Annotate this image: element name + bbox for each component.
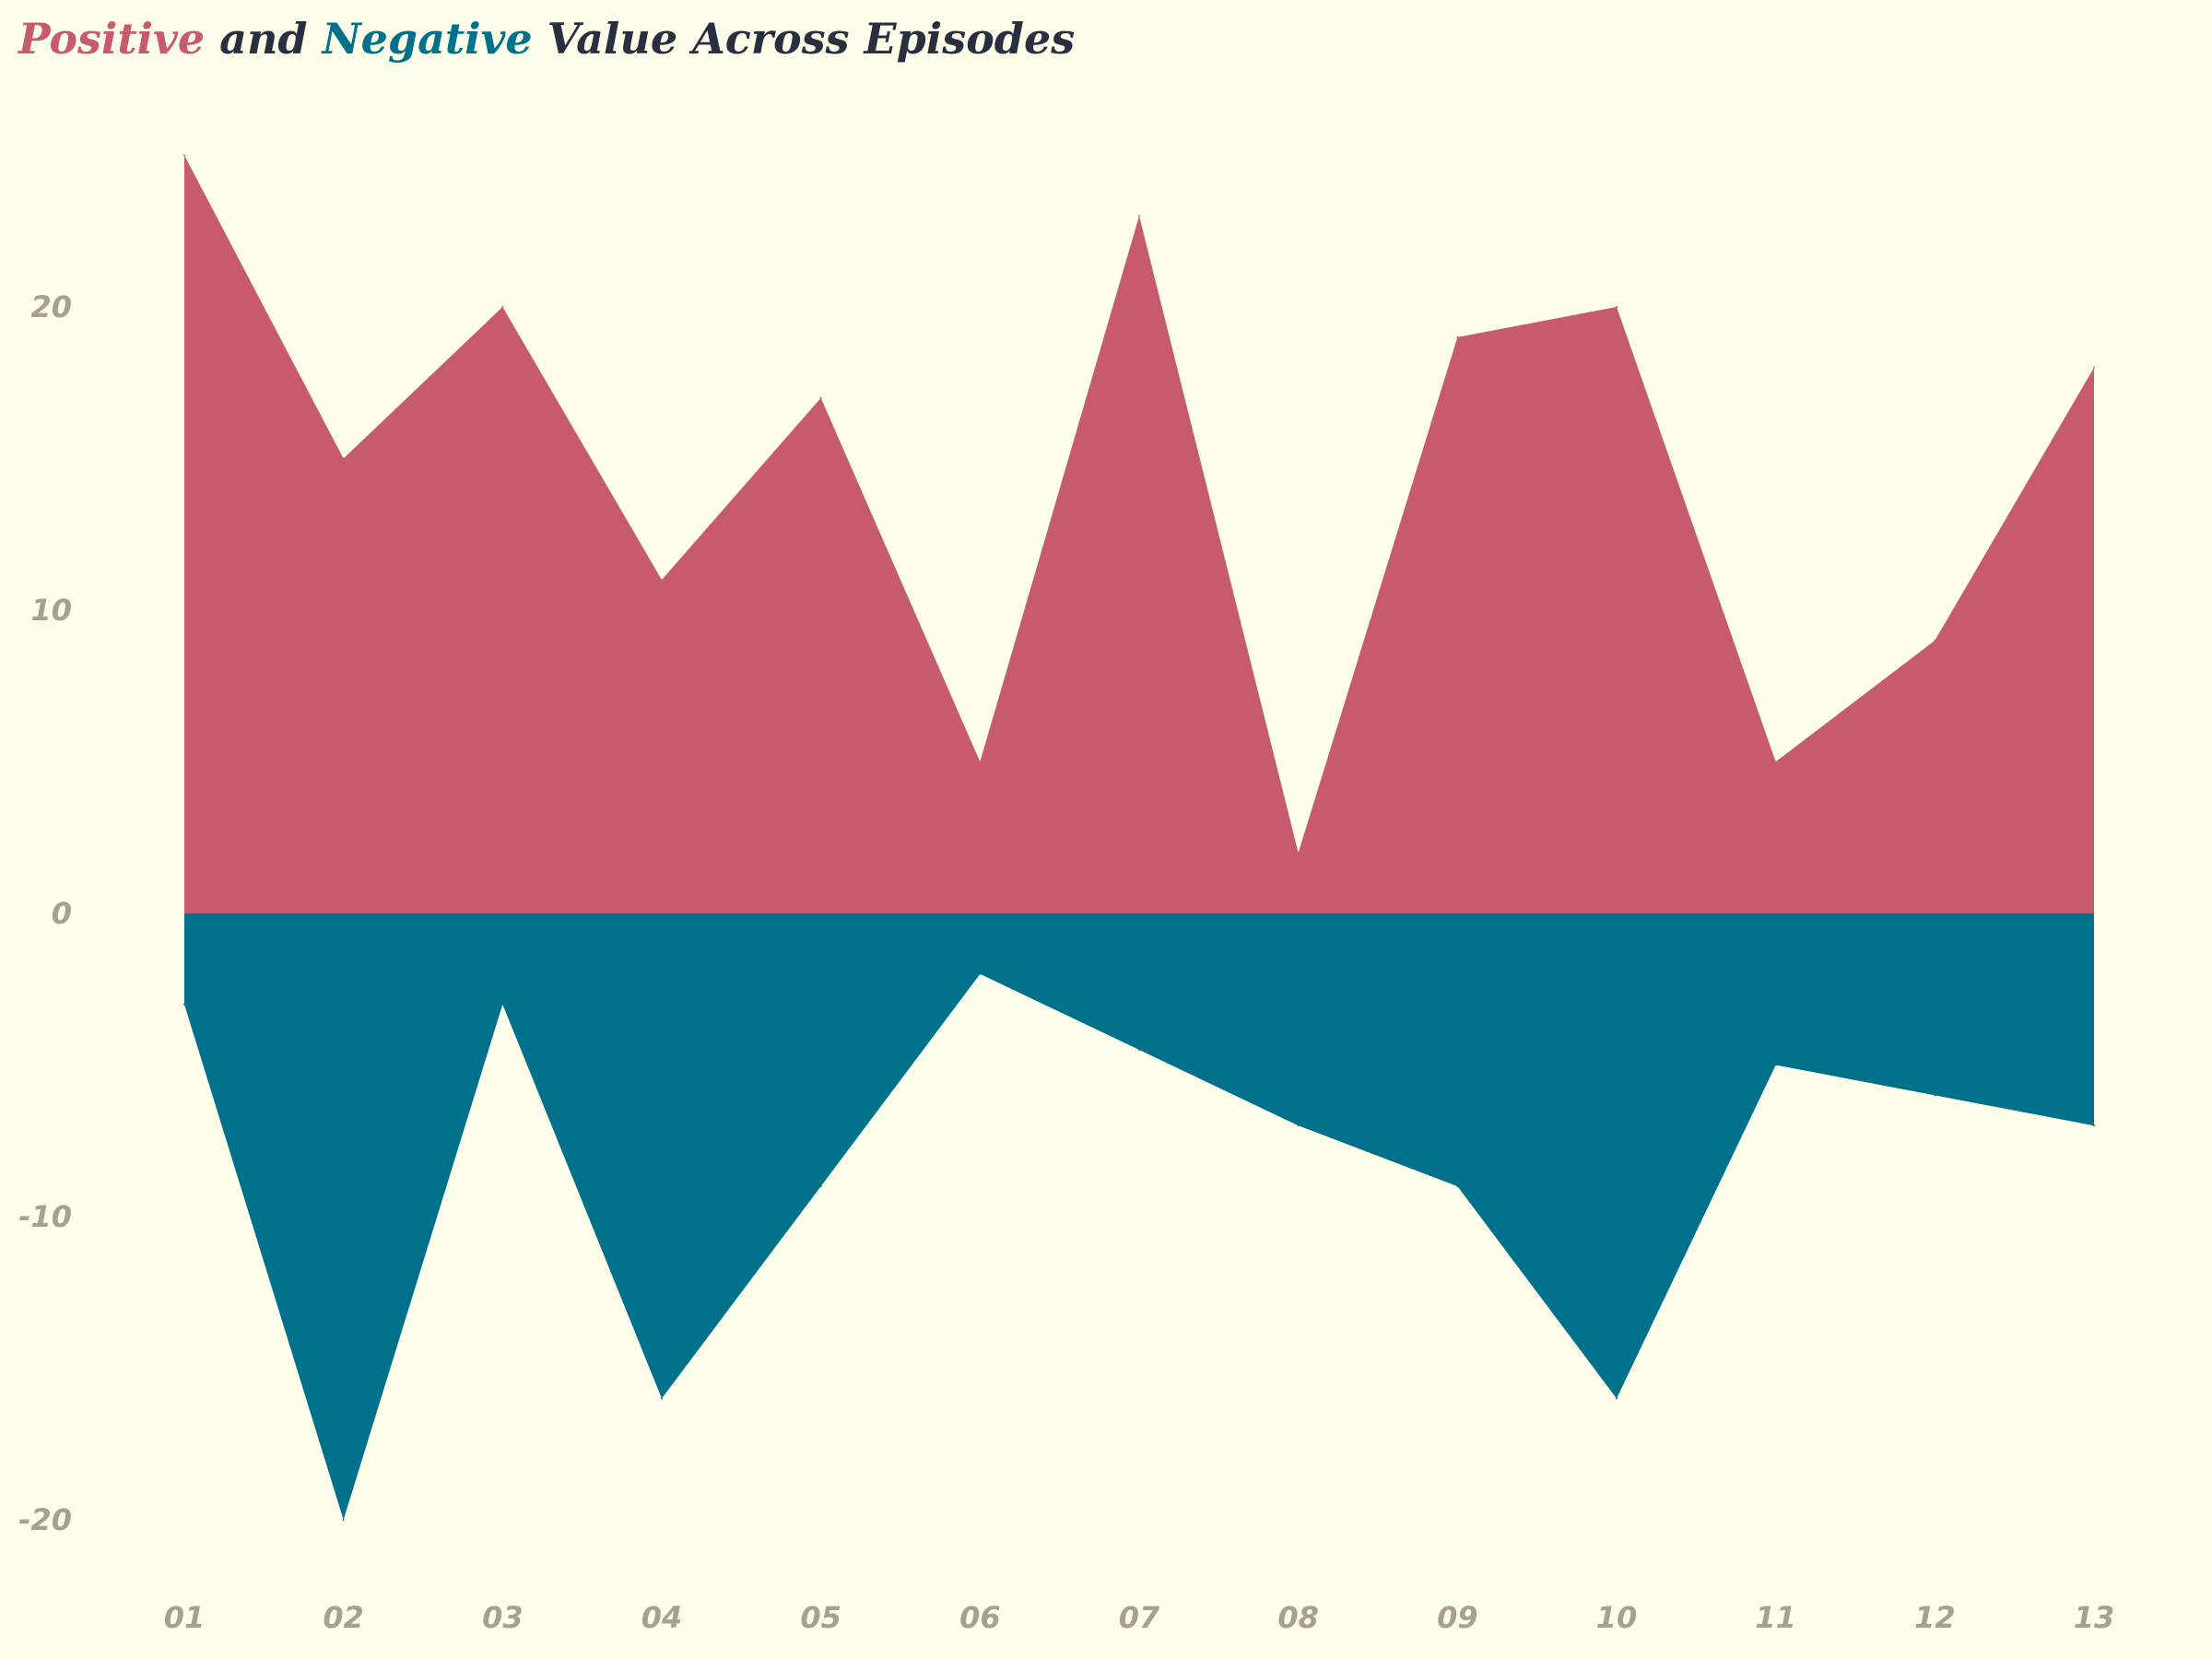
positive-point-01	[183, 154, 185, 157]
positive-point-04	[661, 579, 663, 582]
negative-point-08	[1297, 1124, 1300, 1127]
x-tick-label: 03	[482, 1600, 524, 1635]
negative-point-07	[1138, 1049, 1140, 1052]
positive-point-13	[2093, 366, 2095, 369]
chart-title-part-1: Positive	[17, 14, 205, 64]
positive-point-12	[1934, 639, 1936, 641]
positive-point-03	[501, 306, 504, 308]
chart-title: Positive and Negative Value Across Episo…	[17, 14, 1075, 64]
negative-area	[184, 913, 2094, 1520]
negative-point-11	[1774, 1064, 1777, 1066]
plot-areas	[183, 154, 2095, 1521]
positive-point-08	[1297, 852, 1300, 854]
negative-point-10	[1616, 1397, 1618, 1400]
negative-point-06	[979, 972, 982, 975]
negative-point-13	[2093, 1124, 2095, 1127]
x-tick-label: 10	[1596, 1600, 1638, 1635]
negative-point-12	[1934, 1094, 1936, 1097]
y-tick-label: 20	[30, 289, 72, 324]
negative-point-03	[501, 1003, 504, 1006]
chart-title-part-4: Value Across Episodes	[533, 14, 1076, 64]
negative-point-05	[819, 1185, 822, 1188]
x-tick-label: 09	[1437, 1600, 1478, 1635]
negative-point-02	[342, 1519, 345, 1521]
y-tick-label: -10	[18, 1199, 72, 1234]
positive-point-09	[1456, 335, 1459, 338]
x-tick-label: 07	[1119, 1600, 1160, 1635]
positive-point-10	[1616, 306, 1618, 308]
x-tick-label: 13	[2074, 1600, 2115, 1635]
y-tick-label: 0	[52, 896, 72, 931]
x-tick-label: 04	[641, 1600, 683, 1635]
positive-point-11	[1774, 760, 1777, 763]
chart-title-part-3: Negative	[321, 14, 533, 64]
positive-point-07	[1138, 215, 1140, 218]
x-tick-label: 06	[959, 1600, 1001, 1635]
negative-point-04	[661, 1397, 663, 1400]
y-tick-label: -20	[18, 1502, 72, 1537]
x-tick-label: 05	[800, 1600, 841, 1635]
x-tick-label: 11	[1755, 1600, 1796, 1635]
positive-point-02	[342, 457, 345, 460]
chart-title-part-2: and	[205, 14, 322, 64]
y-axis-ticks: -20 -10 0 10 20	[18, 289, 72, 1537]
positive-point-05	[819, 396, 822, 399]
x-tick-label: 02	[323, 1600, 364, 1635]
positive-area	[184, 155, 2094, 913]
y-tick-label: 10	[30, 593, 72, 628]
negative-point-01	[183, 1003, 185, 1006]
x-tick-label: 08	[1277, 1600, 1319, 1635]
x-axis-ticks: 01 02 03 04 05 06 07 08 09 10 11 12 13	[164, 1600, 2115, 1635]
positive-point-06	[979, 760, 982, 763]
negative-point-09	[1456, 1185, 1459, 1188]
x-tick-label: 01	[164, 1600, 206, 1635]
x-tick-label: 12	[1914, 1600, 1956, 1635]
